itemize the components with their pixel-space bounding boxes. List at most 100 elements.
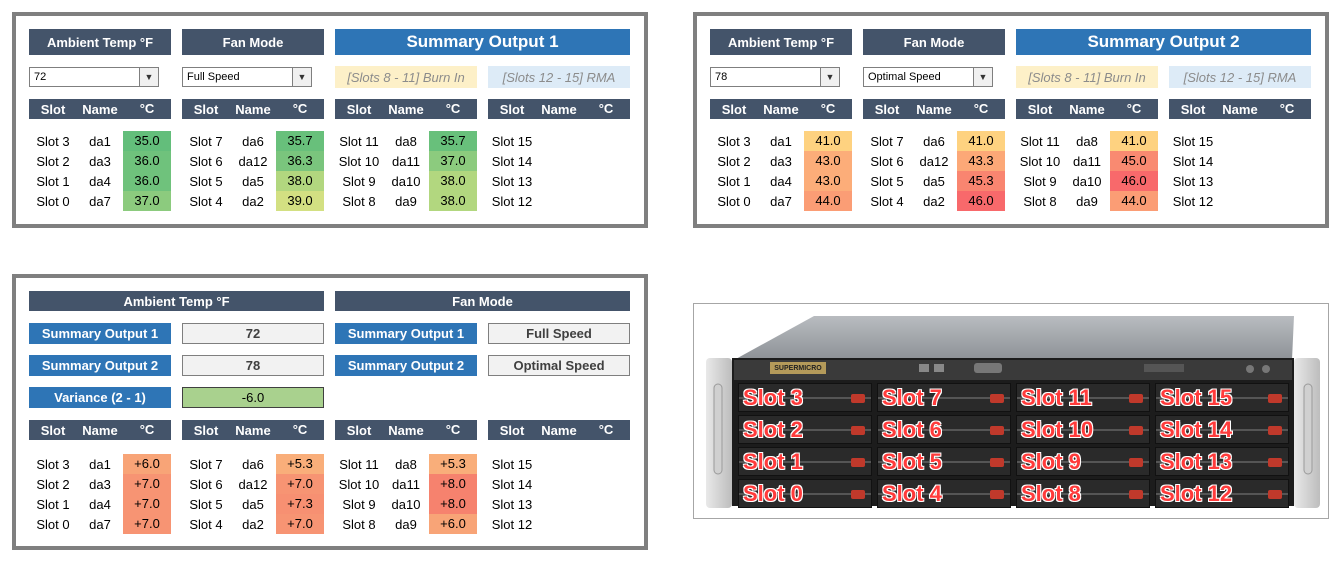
chevron-down-icon[interactable]: ▼ — [820, 68, 839, 86]
slot-rows: Slot 7 da6 +5.3 Slot 6 da12 +7.0 Slot 5 da5 +7.3… — [182, 454, 324, 534]
bay-slot-label: Slot 9 — [1021, 449, 1081, 474]
drive-latch-icon — [1129, 426, 1143, 435]
dropdown-value: Full Speed — [187, 71, 240, 83]
column-header: Slot Name °C — [1016, 99, 1158, 119]
drive-name: da3 — [89, 476, 111, 492]
name-col-label: Name — [541, 101, 577, 117]
summary-output-2-label: Summary Output 2 — [29, 355, 171, 376]
slot-row: Slot 1 da4 +7.0 — [29, 494, 171, 514]
drive-bay: Slot 0 — [738, 479, 872, 508]
fan-mode-dropdown[interactable]: Full Speed ▼ — [182, 67, 312, 87]
name-col-label: Name — [235, 101, 271, 117]
ambient-temp-dropdown[interactable]: 72 ▼ — [29, 67, 159, 87]
slot-rows: Slot 15 Slot 14 Slot 13 Slot 12 — [488, 454, 630, 534]
temperature-value: 37.0 — [123, 191, 171, 211]
temperature-value: 35.7 — [276, 131, 324, 151]
slot-label: Slot 6 — [870, 153, 904, 169]
fan-so1-value: Full Speed — [488, 323, 630, 344]
celsius-col-label: °C — [139, 422, 155, 437]
slot-label: Slot 7 — [189, 456, 223, 472]
drive-name: da2 — [923, 193, 945, 209]
summary-output-1-panel: Ambient Temp °F Fan Mode Summary Output … — [12, 12, 648, 228]
temperature-value: 38.0 — [429, 171, 477, 191]
drive-latch-icon — [851, 394, 865, 403]
slot-row: Slot 3 da1 +6.0 — [29, 454, 171, 474]
slot-label: Slot 0 — [36, 516, 70, 532]
drive-latch-icon — [1129, 490, 1143, 499]
slot-row: Slot 0 da7 37.0 — [29, 191, 171, 211]
slot-label: Slot 8 — [342, 516, 376, 532]
slot-row: Slot 11 da8 41.0 — [1016, 131, 1158, 151]
drive-name: da5 — [242, 173, 264, 189]
name-col-label: Name — [916, 101, 952, 117]
slot-col-label: Slot — [499, 101, 525, 117]
temperature-value: +6.0 — [429, 514, 477, 534]
drive-latch-icon — [1268, 394, 1282, 403]
temperature-value — [1263, 191, 1311, 211]
slot-rows: Slot 11 da8 41.0 Slot 10 da11 45.0 Slot 9 da10 4… — [1016, 131, 1158, 211]
drive-name: da7 — [770, 193, 792, 209]
drive-name: da6 — [242, 456, 264, 472]
bay-vent — [739, 461, 871, 463]
drive-bay: Slot 9 — [1016, 447, 1150, 476]
variance-label: Variance (2 - 1) — [29, 387, 171, 408]
drive-name: da3 — [770, 153, 792, 169]
temperature-value: 44.0 — [804, 191, 852, 211]
drive-name: da6 — [242, 133, 264, 149]
slot-label: Slot 12 — [491, 516, 533, 532]
burn-in-note: [Slots 8 - 11] Burn In — [1016, 66, 1158, 88]
drive-bay: Slot 6 — [877, 415, 1011, 444]
drive-name: da10 — [1072, 173, 1102, 189]
bay-vent — [1156, 493, 1288, 495]
rma-note: [Slots 12 - 15] RMA — [1169, 66, 1311, 88]
slot-col-label: Slot — [40, 422, 66, 438]
bay-vent — [739, 429, 871, 431]
name-col-label: Name — [1069, 101, 1105, 117]
slot-label: Slot 13 — [1172, 173, 1214, 189]
bay-vent — [878, 461, 1010, 463]
chevron-down-icon[interactable]: ▼ — [973, 68, 992, 86]
celsius-col-label: °C — [598, 101, 614, 116]
drive-name: da10 — [391, 496, 421, 512]
slot-row: Slot 0 da7 +7.0 — [29, 514, 171, 534]
fan-mode-dropdown[interactable]: Optimal Speed ▼ — [863, 67, 993, 87]
column-header: Slot Name °C — [1169, 99, 1311, 119]
drive-bay: Slot 7 — [877, 383, 1011, 412]
ambient-temp-dropdown[interactable]: 78 ▼ — [710, 67, 840, 87]
chevron-down-icon[interactable]: ▼ — [292, 68, 311, 86]
slot-rows: Slot 3 da1 +6.0 Slot 2 da3 +7.0 Slot 1 da4 +7.0 S… — [29, 454, 171, 534]
slot-row: Slot 5 da5 45.3 — [863, 171, 1005, 191]
slot-rows: Slot 7 da6 41.0 Slot 6 da12 43.3 Slot 5 da5 45.3… — [863, 131, 1005, 211]
celsius-col-label: °C — [445, 101, 461, 116]
drive-bay: Slot 2 — [738, 415, 872, 444]
slot-label: Slot 3 — [36, 456, 70, 472]
slot-label: Slot 5 — [189, 173, 223, 189]
temperature-value — [582, 494, 630, 514]
slot-label: Slot 10 — [1019, 153, 1061, 169]
temperature-value — [582, 191, 630, 211]
temperature-value: +5.3 — [429, 454, 477, 474]
slot-row: Slot 11 da8 +5.3 — [335, 454, 477, 474]
slot-label: Slot 14 — [1172, 153, 1214, 169]
drive-name: da1 — [89, 456, 111, 472]
slot-label: Slot 9 — [342, 173, 376, 189]
slot-row: Slot 9 da10 46.0 — [1016, 171, 1158, 191]
bay-slot-label: Slot 2 — [743, 417, 803, 442]
temperature-value: 44.0 — [1110, 191, 1158, 211]
comparison-panel: Ambient Temp °F Fan Mode Summary Output … — [12, 274, 648, 550]
slot-label: Slot 5 — [189, 496, 223, 512]
server-chassis-image: SUPERMICRO Slot 3 Slot 7 Slot 11 Slot 15 Slo… — [693, 303, 1329, 519]
slot-rows: Slot 15 Slot 14 Slot 13 Slot 12 — [488, 131, 630, 211]
chevron-down-icon[interactable]: ▼ — [139, 68, 158, 86]
slot-label: Slot 11 — [339, 456, 379, 472]
temperature-value: +5.3 — [276, 454, 324, 474]
column-header: Slot Name °C — [335, 99, 477, 119]
slot-label: Slot 15 — [1172, 133, 1214, 149]
drive-bay: Slot 15 — [1155, 383, 1289, 412]
bay-vent — [1017, 493, 1149, 495]
slot-row: Slot 14 — [1169, 151, 1311, 171]
summary-output-2-panel: Ambient Temp °F Fan Mode Summary Output … — [693, 12, 1329, 228]
bay-vent — [1156, 397, 1288, 399]
slot-label: Slot 7 — [189, 133, 223, 149]
drive-name: da1 — [770, 133, 792, 149]
